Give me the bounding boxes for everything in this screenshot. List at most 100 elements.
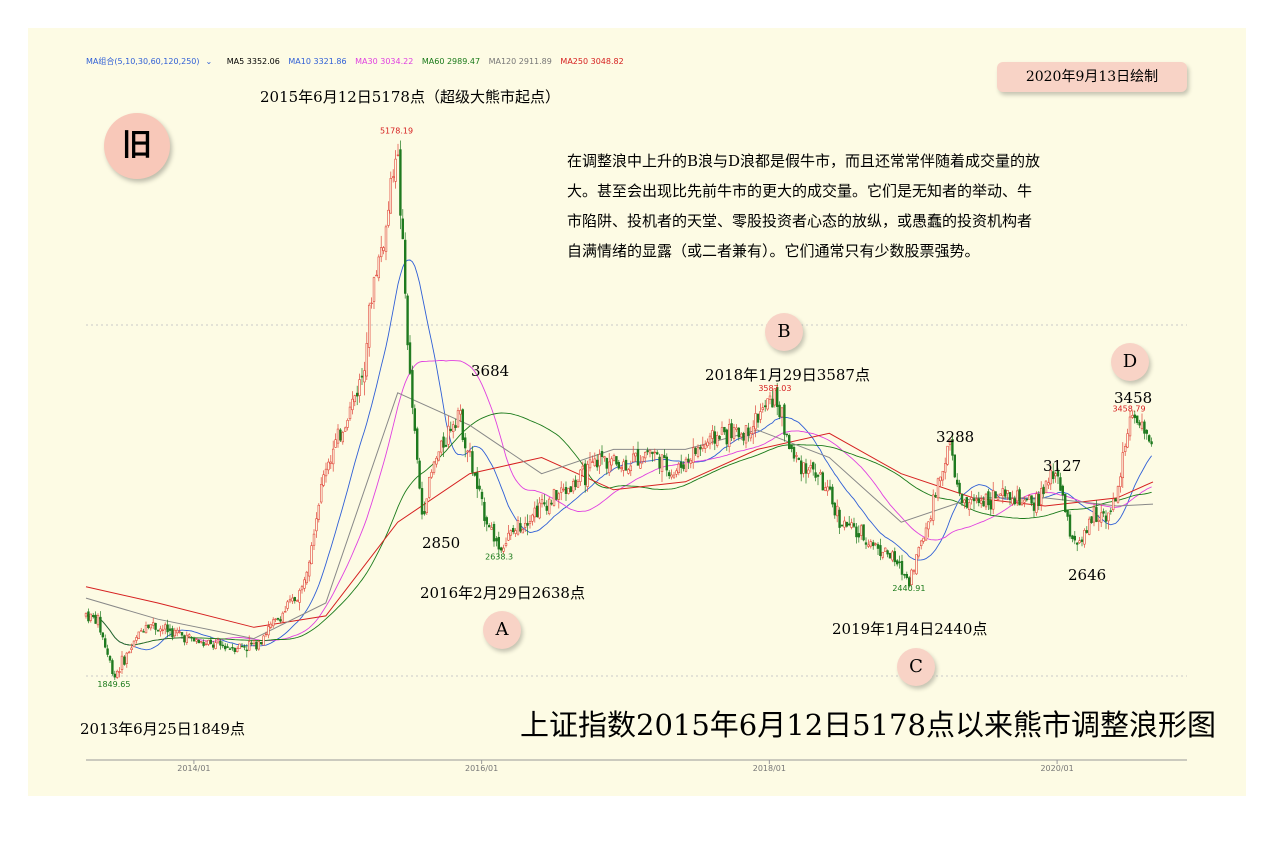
candle (1042, 484, 1045, 498)
candle (1107, 512, 1110, 530)
candle (1059, 472, 1062, 492)
candle (492, 521, 496, 547)
candle (1006, 490, 1009, 500)
candle (867, 539, 870, 548)
candle (1104, 510, 1108, 529)
candle (783, 402, 786, 442)
candle (535, 499, 539, 518)
candle (418, 457, 421, 490)
candle (180, 632, 184, 639)
candle (113, 670, 117, 680)
candle (307, 560, 311, 582)
candle (607, 453, 611, 476)
candle (564, 481, 568, 501)
candle (507, 524, 510, 542)
candle (200, 641, 203, 644)
candle (427, 476, 431, 500)
candle (879, 538, 882, 561)
candle (648, 449, 652, 458)
candle (799, 455, 803, 482)
candle (612, 453, 616, 462)
candle (622, 458, 625, 477)
candle (970, 490, 973, 505)
candle (581, 461, 585, 476)
candle (480, 488, 484, 506)
candle (1066, 509, 1069, 521)
candle (283, 605, 287, 613)
candle (295, 599, 299, 602)
candle (370, 297, 373, 309)
candle (773, 388, 777, 408)
candle (1100, 504, 1103, 528)
candle (142, 628, 145, 633)
candle (1143, 419, 1146, 440)
candle (543, 494, 546, 507)
candle (396, 143, 400, 157)
candle (466, 449, 469, 463)
candle (763, 399, 767, 412)
candle (391, 169, 395, 183)
candle (322, 470, 325, 488)
candle (413, 404, 416, 434)
candle (991, 481, 995, 515)
candle (192, 636, 196, 642)
candle (442, 432, 445, 457)
candle (401, 209, 404, 240)
candle (1044, 480, 1048, 494)
candle (675, 468, 678, 478)
candle (514, 528, 517, 538)
candle (555, 489, 558, 501)
candle (1028, 494, 1031, 500)
candle (747, 422, 750, 442)
candle (694, 447, 697, 456)
candle (89, 613, 93, 623)
candle (156, 629, 160, 632)
candle (617, 459, 621, 470)
candle (811, 461, 815, 476)
candle (415, 426, 419, 464)
candle (934, 492, 937, 498)
candle (629, 460, 633, 477)
candle (727, 418, 731, 453)
candle (903, 573, 906, 579)
candle (432, 460, 436, 475)
candle (850, 518, 853, 530)
ma-selector[interactable]: MA组合(5,10,30,60,120,250) ⌄ (86, 57, 213, 66)
candle (778, 401, 781, 420)
candle (408, 335, 412, 375)
candle (288, 595, 292, 604)
candle (663, 449, 666, 459)
candle (214, 638, 217, 650)
candle (931, 489, 935, 526)
candle (718, 434, 721, 440)
candle (922, 537, 925, 544)
candle (1061, 484, 1065, 501)
candle (895, 559, 899, 567)
candle (713, 425, 717, 451)
candle (1035, 491, 1038, 516)
candle (598, 449, 601, 474)
candle (672, 471, 676, 479)
candle (814, 463, 817, 482)
candle (787, 433, 791, 450)
candle (809, 459, 813, 473)
candle (571, 478, 575, 494)
candle (891, 550, 894, 563)
candle (951, 434, 954, 461)
candle (1083, 528, 1086, 548)
candle (375, 270, 378, 277)
candle (1064, 493, 1067, 514)
candle (216, 637, 220, 645)
candle (485, 515, 488, 532)
candle (245, 644, 248, 658)
candle (682, 461, 685, 472)
candle (94, 611, 97, 624)
candle (790, 444, 793, 453)
candle (910, 568, 913, 586)
candle (994, 491, 997, 499)
extreme-value-label: 2440.91 (892, 584, 925, 593)
candle (795, 452, 798, 463)
x-tick-label: 2016/01 (465, 764, 498, 773)
candle (871, 539, 875, 550)
candle (209, 636, 212, 645)
